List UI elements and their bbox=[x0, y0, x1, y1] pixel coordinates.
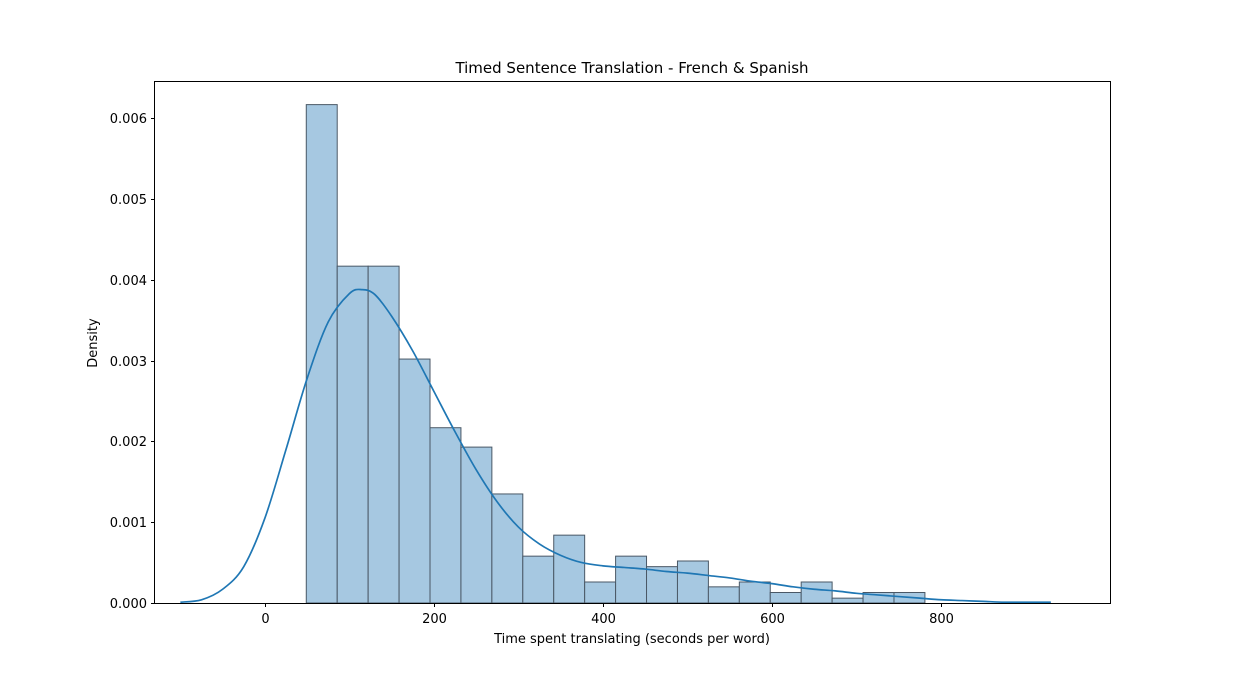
y-axis-label: Density bbox=[86, 318, 101, 368]
plot-frame bbox=[154, 81, 1111, 604]
x-axis: 0 200 400 600 800 bbox=[261, 603, 954, 627]
kde-curve bbox=[180, 288, 1051, 604]
histogram-bar bbox=[676, 560, 709, 604]
y-axis: 0.000 0.001 0.002 0.003 0.004 0.005 0.006 bbox=[110, 112, 155, 612]
y-tick-label: 0.003 bbox=[110, 355, 147, 370]
y-tick-label: 0.002 bbox=[110, 435, 147, 450]
x-tick-label: 800 bbox=[929, 612, 954, 627]
histogram-bar bbox=[305, 104, 338, 604]
histogram-bar bbox=[336, 265, 369, 604]
histogram-bar bbox=[707, 586, 740, 604]
histogram-bar bbox=[615, 555, 648, 604]
x-tick-label: 200 bbox=[422, 612, 447, 627]
histogram-bars bbox=[305, 104, 926, 604]
histogram-bar bbox=[491, 493, 524, 604]
histogram-bar bbox=[460, 446, 493, 604]
histogram-bar bbox=[800, 581, 833, 604]
y-tick-label: 0.006 bbox=[110, 112, 147, 127]
histogram-bar bbox=[367, 265, 400, 604]
histogram-bar bbox=[398, 358, 431, 604]
histogram-bar bbox=[584, 581, 617, 604]
x-axis-label: Time spent translating (seconds per word… bbox=[493, 632, 770, 647]
x-tick-label: 400 bbox=[591, 612, 616, 627]
y-tick-label: 0.004 bbox=[110, 274, 147, 289]
x-tick-label: 0 bbox=[261, 612, 269, 627]
histogram-bar bbox=[738, 581, 771, 604]
histogram-bar bbox=[831, 597, 864, 604]
x-tick-label: 600 bbox=[760, 612, 785, 627]
histogram-bar bbox=[553, 534, 586, 604]
chart-title: Timed Sentence Translation - French & Sp… bbox=[454, 59, 808, 77]
histogram-bar bbox=[769, 591, 802, 604]
histogram-bar bbox=[429, 427, 462, 604]
y-tick-label: 0.005 bbox=[110, 193, 147, 208]
y-tick-label: 0.000 bbox=[110, 597, 147, 612]
histogram-bar bbox=[522, 555, 555, 604]
y-tick-label: 0.001 bbox=[110, 516, 147, 531]
